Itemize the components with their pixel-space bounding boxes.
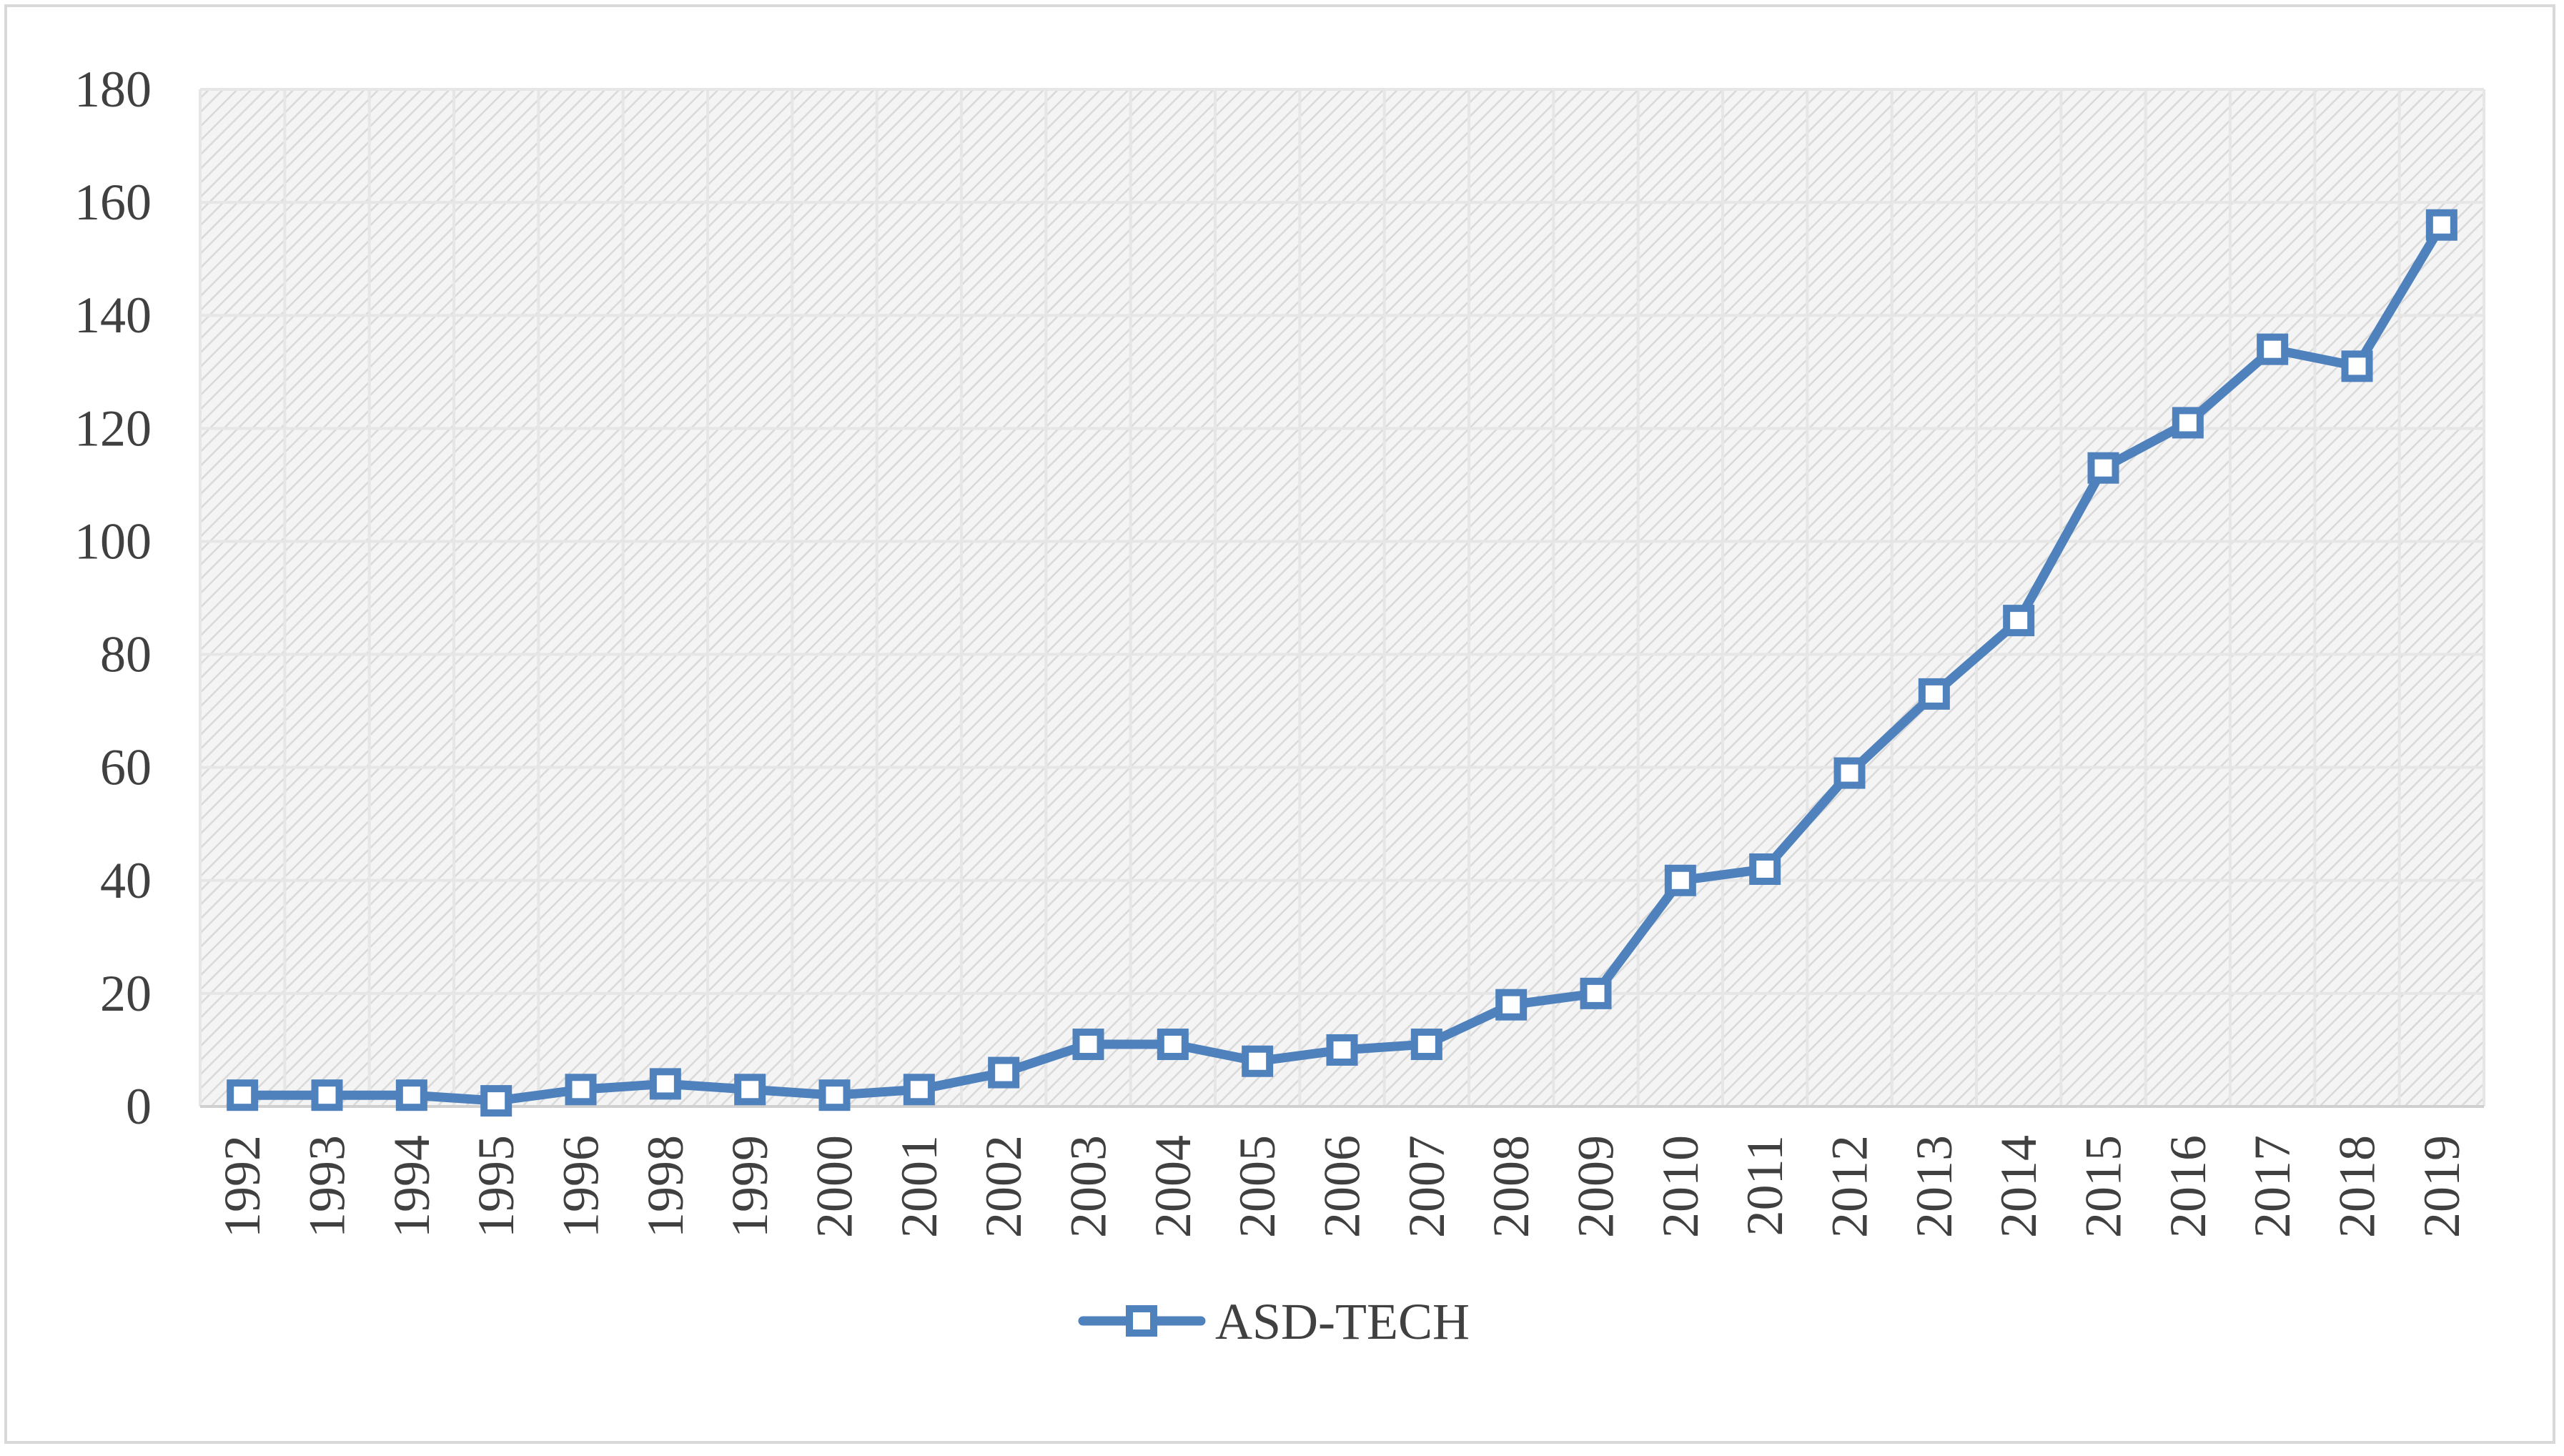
x-tick-label: 2000 [806,1135,863,1238]
x-tick-label: 2006 [1314,1135,1371,1238]
data-point [2003,605,2035,637]
y-tick-label: 180 [74,61,152,118]
data-point [988,1056,1020,1089]
data-point [1749,853,1781,885]
y-tick-label: 140 [74,287,152,344]
data-point [818,1079,851,1111]
x-tick-label: 2014 [1990,1135,2047,1238]
data-point [395,1079,427,1111]
data-point [1410,1029,1442,1061]
y-tick-label: 0 [126,1078,152,1135]
data-point [903,1074,935,1106]
x-tick-label: 2010 [1652,1135,1709,1238]
legend: ASD-TECH [1078,1293,1470,1350]
x-tick-label: 1992 [214,1135,271,1238]
x-tick-label: 1998 [637,1135,694,1238]
data-point [1664,864,1696,896]
y-tick-label: 40 [100,852,152,909]
data-point [1495,989,1528,1021]
x-tick-label: 2013 [1906,1135,1963,1238]
data-point [1072,1029,1104,1061]
y-tick-label: 160 [74,174,152,231]
series-layer [227,209,2457,1117]
x-tick-label: 2011 [1736,1135,1793,1236]
data-point [2341,350,2373,382]
data-point [649,1068,681,1100]
x-tick-label: 1996 [553,1135,610,1238]
x-tick-label: 2018 [2329,1135,2386,1238]
data-point [1242,1045,1274,1077]
x-axis: 1992 1993 1994 1995 1996 1998 1999 2000 2001 2002… [214,1135,2470,1238]
x-tick-label: 2001 [891,1135,948,1238]
x-tick-label: 1995 [467,1135,525,1238]
data-point [227,1079,259,1111]
data-point [1918,678,1950,710]
data-point [2172,407,2204,439]
legend-marker [1126,1305,1157,1337]
y-tick-label: 20 [100,965,152,1022]
x-tick-label: 2017 [2244,1135,2301,1238]
x-tick-label: 2005 [1229,1135,1286,1238]
data-point [734,1074,766,1106]
plot-area [200,89,2484,1106]
y-tick-label: 120 [74,400,152,457]
x-tick-label: 2009 [1568,1135,1625,1238]
data-point [1833,757,1866,789]
x-tick-label: 2007 [1398,1135,1455,1238]
x-tick-label: 2012 [1821,1135,1879,1238]
legend-label: ASD-TECH [1215,1293,1470,1350]
y-tick-label: 60 [100,739,152,796]
gridlines [199,88,2485,1108]
x-tick-label: 2003 [1060,1135,1117,1238]
data-point [2257,333,2289,365]
x-tick-label: 2004 [1144,1135,1202,1238]
data-point [1326,1034,1358,1066]
x-tick-label: 2015 [2075,1135,2132,1238]
x-tick-label: 2016 [2159,1135,2217,1238]
data-point [480,1085,513,1117]
y-tick-label: 80 [100,626,152,683]
y-axis: 0 20 40 60 80 100 120 140 160 180 [74,61,152,1135]
x-tick-label: 1999 [721,1135,778,1238]
data-point [2425,209,2457,241]
x-tick-label: 2002 [975,1135,1032,1238]
x-tick-label: 2019 [2413,1135,2470,1238]
data-point [1580,977,1612,1009]
data-point [565,1074,597,1106]
data-point [311,1079,343,1111]
x-tick-label: 2008 [1483,1135,1540,1238]
x-tick-label: 1994 [383,1135,440,1238]
data-point [2087,452,2119,484]
y-tick-label: 100 [74,512,152,570]
data-point [1157,1029,1189,1061]
x-tick-label: 1993 [299,1135,356,1238]
